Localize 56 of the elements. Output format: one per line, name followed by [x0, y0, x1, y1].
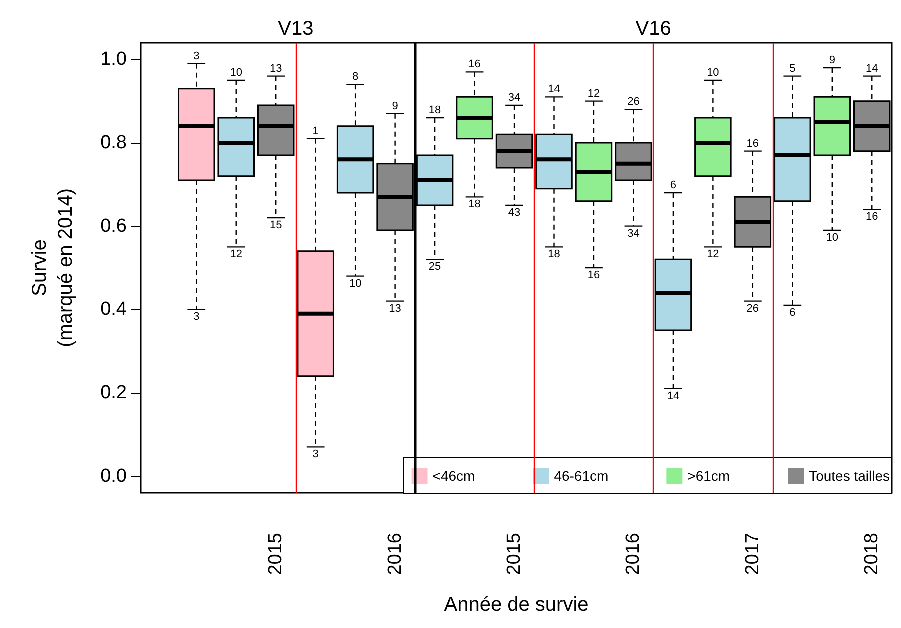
- text: 43: [508, 207, 521, 219]
- y-tick-label: 0.0: [100, 466, 127, 487]
- legend-label: <46cm: [432, 468, 476, 484]
- text: 14: [548, 84, 560, 96]
- y-tick-label: 0.6: [100, 216, 127, 237]
- text: 26: [746, 302, 760, 315]
- text: 8: [352, 71, 359, 84]
- text: 18: [548, 248, 560, 261]
- text: 16: [468, 58, 481, 71]
- text: 26: [628, 96, 640, 108]
- y-tick-label: 1.0: [100, 49, 127, 70]
- text: 13: [389, 302, 402, 315]
- text: 13: [270, 62, 282, 75]
- legend-label: >61cm: [688, 468, 730, 484]
- text: 16: [746, 138, 760, 150]
- text: 14: [667, 390, 680, 402]
- x-tick-label: 2017: [742, 533, 764, 576]
- text: 14: [866, 62, 878, 75]
- text: 34: [628, 228, 640, 240]
- text: 9: [829, 54, 836, 66]
- text: V16: [636, 18, 672, 40]
- text: 3: [312, 448, 319, 461]
- text: 6: [790, 307, 796, 319]
- x-tick-label: 2016: [384, 533, 406, 576]
- x-tick-label: 2018: [862, 533, 883, 576]
- text: 6: [670, 180, 677, 192]
- text: 10: [707, 67, 720, 79]
- legend-label: Toutes tailles: [809, 468, 890, 484]
- legend-label: 46-61cm: [554, 468, 609, 484]
- text: 10: [349, 278, 362, 290]
- text: 16: [588, 270, 600, 282]
- x-axis-title: Année de survie: [444, 594, 589, 616]
- y-tick-label: 0.2: [100, 382, 127, 404]
- text: 10: [826, 232, 839, 244]
- text: 5: [790, 62, 796, 75]
- text: 12: [588, 88, 600, 100]
- text: V13: [278, 18, 314, 40]
- text: 18: [468, 198, 481, 211]
- text: 3: [194, 311, 200, 324]
- text: 9: [392, 100, 398, 112]
- text: 12: [707, 248, 720, 261]
- x-tick-label: 2015: [504, 533, 526, 576]
- y-tick-label: 0.4: [100, 299, 128, 320]
- text: 16: [866, 211, 878, 224]
- text: 25: [428, 261, 442, 274]
- x-tick-label: 2015: [266, 533, 287, 576]
- text: 1: [312, 125, 319, 138]
- text: 10: [230, 67, 242, 79]
- text: 34: [508, 92, 521, 104]
- y-axis-title: Survie (marqué en 2014): [29, 188, 77, 348]
- x-tick-label: 2016: [623, 533, 644, 576]
- text: 3: [194, 50, 200, 62]
- text: 15: [270, 220, 282, 232]
- text: 18: [428, 104, 442, 116]
- text: 12: [230, 248, 242, 261]
- y-tick-label: 0.8: [100, 132, 127, 154]
